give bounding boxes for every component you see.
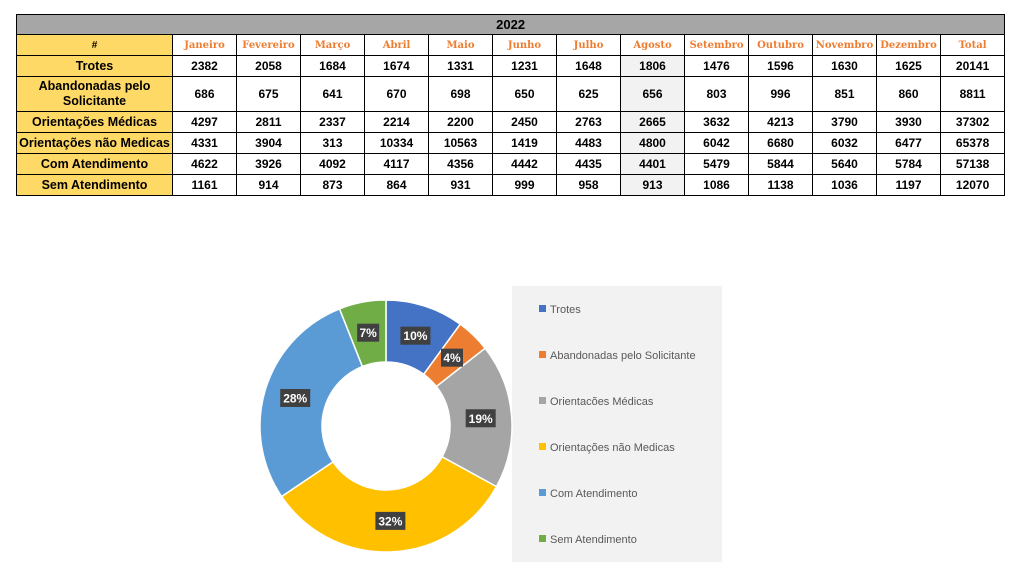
- legend-item: Orientacões Médicas: [539, 396, 654, 408]
- row-label: Sem Atendimento: [16, 174, 173, 196]
- legend-item: Com Atendimento: [539, 488, 637, 500]
- table-cell: 914: [236, 174, 301, 196]
- svg-text:7%: 7%: [359, 326, 377, 340]
- legend-label: Abandonadas pelo Solicitante: [550, 350, 696, 362]
- row-label: Trotes: [16, 55, 173, 77]
- svg-text:32%: 32%: [378, 514, 402, 528]
- legend-swatch: [539, 489, 546, 496]
- table-cell: 4800: [620, 132, 685, 154]
- legend-item: Orientações não Medicas: [539, 442, 675, 454]
- year-row: 2022: [15, 14, 1006, 35]
- legend-label: Orientações não Medicas: [550, 442, 675, 454]
- svg-text:10%: 10%: [403, 329, 427, 343]
- table-cell: 8811: [939, 76, 1006, 112]
- legend-label: Com Atendimento: [550, 488, 637, 500]
- table-cell: 2763: [556, 111, 621, 133]
- table-cell: 5479: [684, 153, 749, 175]
- table-cell: 803: [684, 76, 749, 112]
- table-cell: 37302: [939, 111, 1006, 133]
- legend-swatch: [539, 397, 546, 404]
- month-header: Setembro: [684, 34, 749, 56]
- table-cell: 12070: [939, 174, 1006, 196]
- table-cell: 1806: [620, 55, 685, 77]
- legend-swatch: [539, 305, 546, 312]
- legend-swatch: [539, 535, 546, 542]
- table-cell: 686: [172, 76, 237, 112]
- table-cell: 851: [812, 76, 877, 112]
- table-row: Abandonadas pelo Solicitante 686 675 641 670…: [16, 76, 1006, 112]
- month-header: Março: [300, 34, 365, 56]
- header-row: # Janeiro Fevereiro Março Abril Maio Jun…: [16, 34, 1006, 56]
- table-cell: 2214: [364, 111, 429, 133]
- legend-swatch: [539, 443, 546, 450]
- slice-percent-label: 10%: [400, 326, 431, 345]
- row-label: Com Atendimento: [16, 153, 173, 175]
- donut-slice: [280, 455, 498, 553]
- table-cell: 656: [620, 76, 685, 112]
- data-table-container: 2022 # Janeiro Fevereiro Março Abril Mai…: [15, 14, 1006, 196]
- svg-text:19%: 19%: [469, 412, 493, 426]
- svg-text:4%: 4%: [443, 351, 461, 365]
- table-cell: 1596: [748, 55, 813, 77]
- legend-label: Orientacões Médicas: [550, 396, 654, 408]
- slice-percent-label: 28%: [280, 388, 311, 407]
- table-cell: 931: [428, 174, 493, 196]
- legend-item: Abandonadas pelo Solicitante: [539, 350, 696, 362]
- legend-label: Trotes: [550, 304, 581, 316]
- table-cell: 860: [876, 76, 941, 112]
- table-cell: 1036: [812, 174, 877, 196]
- table-cell: 65378: [939, 132, 1006, 154]
- month-header: Outubro: [748, 34, 813, 56]
- corner-header: #: [16, 34, 173, 56]
- month-header: Maio: [428, 34, 493, 56]
- month-header: Fevereiro: [236, 34, 301, 56]
- table-cell: 5844: [748, 153, 813, 175]
- slice-percent-label: 7%: [357, 323, 380, 342]
- legend-item: Sem Atendimento: [539, 534, 637, 546]
- legend-swatch: [539, 351, 546, 358]
- table-cell: 10334: [364, 132, 429, 154]
- total-header: Total: [939, 34, 1006, 56]
- month-header: Julho: [556, 34, 621, 56]
- table-cell: 873: [300, 174, 365, 196]
- table-row: Trotes 2382 2058 1684 1674 1331 1231 1648 1806 14…: [16, 55, 1006, 77]
- slice-percent-label: 4%: [440, 348, 463, 367]
- svg-text:28%: 28%: [283, 391, 307, 405]
- table-cell: 1086: [684, 174, 749, 196]
- month-header: Dezembro: [876, 34, 941, 56]
- table-cell: 2665: [620, 111, 685, 133]
- legend-label: Sem Atendimento: [550, 534, 637, 546]
- row-label: Orientações não Medicas: [16, 132, 173, 154]
- table-cell: 1648: [556, 55, 621, 77]
- table-cell: 2200: [428, 111, 493, 133]
- row-label: Orientações Médicas: [16, 111, 173, 133]
- slice-percent-label: 32%: [375, 511, 406, 530]
- donut-slice: [259, 307, 364, 498]
- table-cell: 4401: [620, 153, 685, 175]
- legend-background: [512, 286, 722, 562]
- table-cell: 4356: [428, 153, 493, 175]
- table-cell: 2811: [236, 111, 301, 133]
- table-cell: 4483: [556, 132, 621, 154]
- slice-percent-label: 19%: [465, 409, 496, 428]
- table-cell: 1197: [876, 174, 941, 196]
- table-cell: 4092: [300, 153, 365, 175]
- year-title: 2022: [15, 14, 1006, 35]
- table-cell: 999: [492, 174, 557, 196]
- table-cell: 5640: [812, 153, 877, 175]
- table-cell: 913: [620, 174, 685, 196]
- table-cell: 4622: [172, 153, 237, 175]
- legend-item: Trotes: [539, 304, 581, 316]
- table-row: Sem Atendimento 1161 914 873 864 931 999 958 913…: [16, 174, 1006, 196]
- data-table: 2022 # Janeiro Fevereiro Março Abril Mai…: [15, 14, 1006, 196]
- table-cell: 1161: [172, 174, 237, 196]
- month-header: Agosto: [620, 34, 685, 56]
